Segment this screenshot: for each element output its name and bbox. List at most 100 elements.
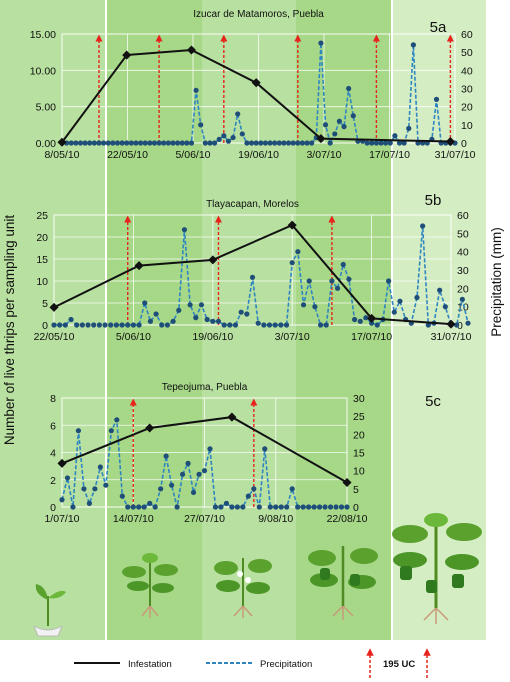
precipitation-point [249,274,256,280]
precipitation-point [273,504,279,510]
precipitation-point [136,322,142,328]
x-tick-label: 22/05/10 [34,331,75,343]
precipitation-point [406,125,412,132]
precipitation-point [311,504,317,510]
x-tick-label: 31/07/10 [431,331,472,343]
plant-fruiting-illustration [308,546,378,620]
precipitation-point [187,302,193,308]
band-4 [296,0,392,640]
legend: Infestation Precipitation 195 UC [74,648,431,678]
precipitation-point [344,504,350,510]
precipitation-point [153,311,159,317]
y-left-tick-label: 15.00 [30,29,56,41]
plant-growth-illustrations [33,513,482,637]
precipitation-point [459,296,465,302]
precipitation-point [201,468,208,474]
precipitation-point [223,500,230,506]
chart-title: Tepeojuma, Puebla [162,382,248,393]
precipitation-point [306,278,312,284]
plant-mature-illustration [392,513,482,624]
precipitation-point [327,140,333,146]
precipitation-point [373,140,379,146]
legend-infestation-label: Infestation [128,659,172,670]
y-left-tick-label: 0 [50,502,56,514]
precipitation-point [113,322,119,328]
y-left-tick-label: 4 [50,448,56,460]
precipitation-point [225,138,232,144]
y-left-tick-label: 25 [36,210,48,222]
precipitation-point [103,482,109,488]
precipitation-point [322,122,329,128]
precipitation-point [300,504,306,510]
plant-young-illustration [122,553,178,618]
y-left-tick-label: 0 [42,320,48,332]
y-left-tick-label: 5.00 [36,102,57,114]
precipitation-point [239,131,245,137]
y-right-tick-label: 5 [353,484,359,496]
infestation-point [134,261,144,271]
precipitation-point [159,322,165,328]
precipitation-point [281,140,287,146]
precipitation-point [266,322,273,328]
x-tick-label: 17/07/10 [369,149,410,161]
panel-label: 5c [425,393,441,410]
precipitation-point [283,322,290,328]
precipitation-point [212,504,219,510]
precipitation-point [248,140,255,146]
precipitation-point [397,298,403,304]
x-tick-label: 14/07/10 [113,513,154,525]
plant-seedling-illustration [33,584,66,637]
precipitation-point [190,489,197,496]
chart-panel-5b: Tlayacapan, Morelos 5b 0 5 10 15 20 25 0 10 20 30 40… [34,192,472,343]
infestation-point [57,458,67,468]
precipitation-point [316,504,323,510]
precipitation-point [119,493,125,499]
precipitation-point [158,486,164,492]
precipitation-point [284,504,290,510]
precipitation-point [96,140,102,146]
precipitation-point [142,140,148,146]
plant-flowering-illustration [214,558,272,618]
precipitation-point [261,322,267,328]
precipitation-point [62,322,68,328]
y-right-tick-label: 50 [461,47,473,59]
y-right-tick-label: 0 [461,138,467,150]
precipitation-point [207,446,213,452]
precipitation-point [81,486,87,492]
precipitation-point [51,322,57,328]
x-tick-label: 1/07/10 [44,513,79,525]
y-right-tick-label: 30 [353,393,365,405]
precipitation-point [91,322,97,328]
precipitation-point [210,318,216,324]
plot-area [61,397,348,508]
precipitation-point [272,140,278,146]
precipitation-point [329,278,335,284]
precipitation-point [369,140,375,146]
legend-application-label: 195 UC [383,659,415,670]
precipitation-point [364,140,370,146]
precipitation-point [334,285,341,291]
precipitation-point [119,322,125,328]
precipitation-point [207,140,213,146]
y-left-tick-label: 20 [36,232,48,244]
legend-precipitation-label: Precipitation [260,659,312,670]
precipitation-point [130,322,136,328]
x-tick-label: 22/08/10 [327,513,368,525]
precipitation-point [262,446,268,452]
precipitation-point [323,322,329,328]
precipitation-point [327,504,334,510]
x-tick-label: 8/05/10 [44,149,79,161]
x-tick-label: 5/06/10 [116,331,151,343]
precipitation-point [346,276,352,282]
precipitation-point [179,140,185,146]
precipitation-point [215,318,222,324]
precipitation-point [272,322,278,328]
precipitation-point [363,315,369,321]
precipitation-point [442,304,448,310]
precipitation-point [184,140,190,146]
precipitation-point [437,287,443,293]
precipitation-point [57,322,63,328]
precipitation-point [108,428,114,434]
precipitation-point [383,140,389,146]
